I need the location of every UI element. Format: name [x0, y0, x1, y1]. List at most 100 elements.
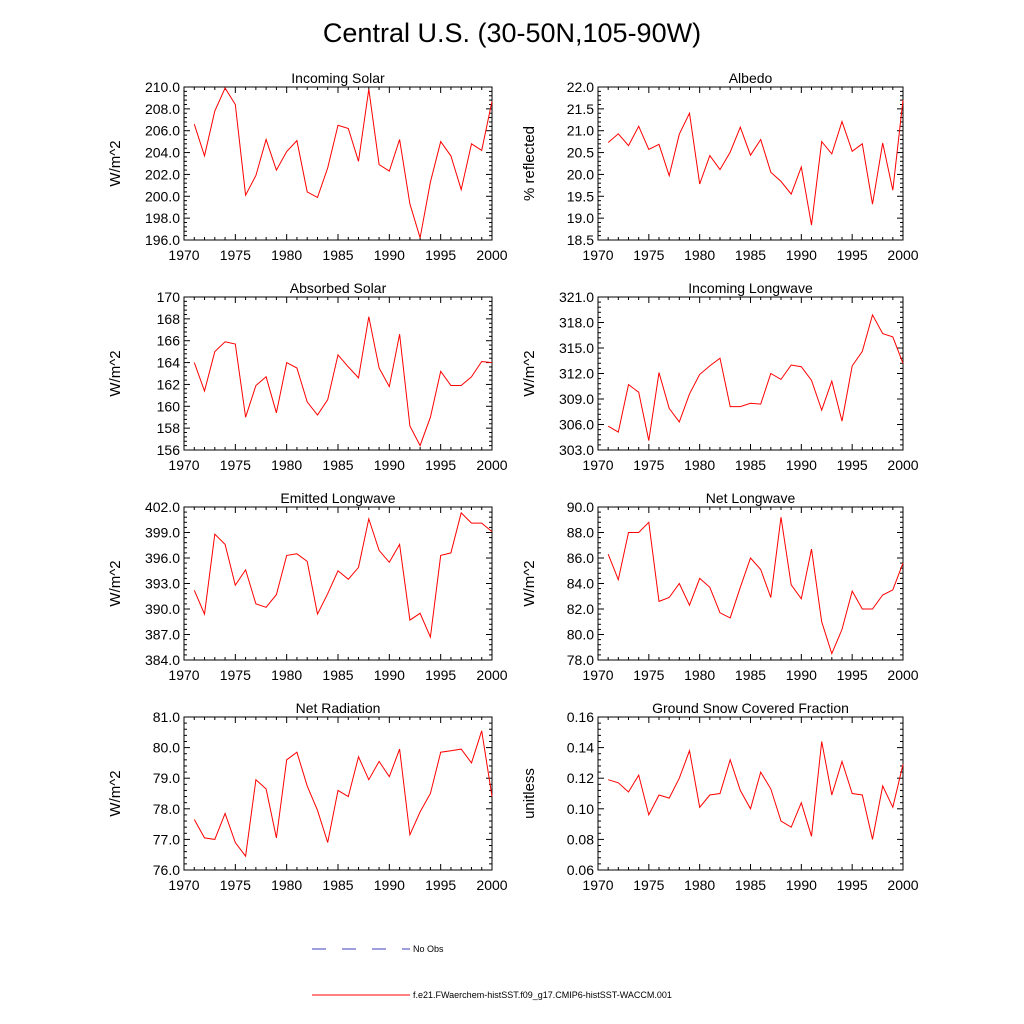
y-tick-label: 384.0: [145, 652, 180, 668]
y-axis-label: W/m^2: [107, 350, 124, 396]
series-line: [193, 730, 493, 858]
panel-incoming-longwave: 1970 1975 1980 1985 1990 1995 2000 303.0 306.0 30…: [521, 280, 919, 473]
y-tick-label: 19.5: [567, 188, 594, 204]
x-tick-label: 1995: [837, 247, 868, 263]
y-tick-label: 202.0: [145, 166, 180, 182]
y-axis-label: W/m^2: [107, 560, 124, 606]
x-tick-label: 1985: [735, 667, 766, 683]
y-tick-label: 164: [157, 355, 181, 371]
plot-frame: [183, 296, 493, 451]
y-tick-label: 321.0: [559, 289, 594, 305]
y-tick-label: 160: [157, 398, 181, 414]
panel-net-radiation: 1970 1975 1980 1985 1990 1995 2000 76.0 77.0 78.0…: [107, 700, 508, 893]
y-tick-label: 80.0: [567, 627, 594, 643]
y-tick-label: 0.06: [567, 862, 594, 878]
legend-no-obs-label: No Obs: [413, 944, 444, 954]
x-tick-label: 1980: [271, 247, 302, 263]
x-tick-label: 2000: [887, 457, 918, 473]
x-tick-label: 1975: [220, 877, 251, 893]
y-tick-label: 0.16: [567, 709, 594, 725]
panel-title: Net Longwave: [706, 490, 796, 506]
x-tick-label: 1975: [220, 667, 251, 683]
panel-absorbed-solar: 1970 1975 1980 1985 1990 1995 2000 156 158 160 162…: [107, 280, 508, 473]
x-tick-label: 1990: [374, 457, 405, 473]
panel-title: Albedo: [729, 70, 773, 86]
y-tick-label: 76.0: [153, 862, 180, 878]
plot-frame: [597, 506, 904, 661]
y-tick-label: 399.0: [145, 525, 180, 541]
x-tick-label: 1985: [735, 877, 766, 893]
y-tick-label: 318.0: [559, 315, 594, 331]
y-tick-label: 88.0: [567, 525, 594, 541]
y-tick-label: 204.0: [145, 145, 180, 161]
y-tick-label: 81.0: [153, 709, 180, 725]
x-tick-label: 1970: [582, 877, 613, 893]
y-tick-label: 80.0: [153, 740, 180, 756]
y-tick-label: 402.0: [145, 499, 180, 515]
plot-frame: [183, 506, 493, 661]
x-tick-label: 2000: [476, 877, 507, 893]
y-tick-label: 79.0: [153, 770, 180, 786]
x-tick-label: 1995: [837, 667, 868, 683]
x-tick-label: 1970: [168, 667, 199, 683]
panel-title: Ground Snow Covered Fraction: [652, 700, 849, 716]
y-tick-label: 393.0: [145, 576, 180, 592]
panel-title: Absorbed Solar: [290, 280, 387, 296]
y-tick-label: 84.0: [567, 576, 594, 592]
series-line: [607, 313, 904, 441]
x-tick-label: 1990: [786, 667, 817, 683]
x-tick-label: 1995: [425, 667, 456, 683]
y-tick-label: 309.0: [559, 391, 594, 407]
x-tick-label: 1975: [633, 877, 664, 893]
x-tick-label: 2000: [476, 247, 507, 263]
y-tick-label: 198.0: [145, 210, 180, 226]
y-tick-label: 82.0: [567, 601, 594, 617]
y-tick-label: 78.0: [567, 652, 594, 668]
y-tick-label: 0.08: [567, 831, 594, 847]
x-tick-label: 1975: [633, 247, 664, 263]
panels: 1970 1975 1980 1985 1990 1995 2000 196.0 198.0 20…: [107, 70, 919, 893]
panel-incoming-solar: 1970 1975 1980 1985 1990 1995 2000 196.0 198.0 20…: [107, 70, 508, 263]
x-tick-label: 1980: [271, 877, 302, 893]
x-tick-label: 1990: [786, 877, 817, 893]
x-tick-label: 1975: [633, 667, 664, 683]
y-tick-label: 19.0: [567, 210, 594, 226]
figure-title: Central U.S. (30-50N,105-90W): [323, 18, 701, 48]
x-tick-label: 1970: [582, 247, 613, 263]
plot-frame: [597, 296, 904, 451]
x-tick-label: 1980: [684, 457, 715, 473]
y-tick-label: 208.0: [145, 101, 180, 117]
panel-net-longwave: 1970 1975 1980 1985 1990 1995 2000 78.0 80.0 82.0…: [521, 490, 919, 683]
x-tick-label: 1990: [786, 457, 817, 473]
y-tick-label: 166: [157, 333, 181, 349]
x-tick-label: 1985: [735, 457, 766, 473]
x-tick-label: 1975: [220, 247, 251, 263]
y-tick-label: 21.5: [567, 101, 594, 117]
y-tick-label: 200.0: [145, 188, 180, 204]
y-tick-label: 206.0: [145, 123, 180, 139]
x-tick-label: 1990: [374, 247, 405, 263]
y-tick-label: 0.12: [567, 770, 594, 786]
y-tick-label: 315.0: [559, 340, 594, 356]
y-tick-label: 196.0: [145, 232, 180, 248]
x-tick-label: 1995: [837, 457, 868, 473]
panel-ground-snow-covered-fraction: 1970 1975 1980 1985 1990 1995 2000 0.06 0.08 0.10…: [521, 700, 919, 893]
x-tick-label: 1980: [271, 457, 302, 473]
x-tick-label: 2000: [476, 667, 507, 683]
x-tick-label: 1995: [425, 457, 456, 473]
x-tick-label: 1970: [168, 457, 199, 473]
x-tick-label: 1985: [322, 247, 353, 263]
y-tick-label: 158: [157, 420, 181, 436]
y-axis-label: unitless: [521, 768, 538, 819]
x-tick-label: 2000: [476, 457, 507, 473]
y-tick-label: 18.5: [567, 232, 594, 248]
x-tick-label: 2000: [887, 877, 918, 893]
y-tick-label: 20.5: [567, 145, 594, 161]
y-tick-label: 78.0: [153, 801, 180, 817]
y-tick-label: 21.0: [567, 123, 594, 139]
legend: No Obs f.e21.FWaerchem-histSST.f09_g17.C…: [312, 944, 672, 1000]
panel-albedo: 1970 1975 1980 1985 1990 1995 2000 18.5 19.0 19.5…: [521, 70, 919, 263]
panel-title: Incoming Longwave: [688, 280, 813, 296]
x-tick-label: 2000: [887, 247, 918, 263]
